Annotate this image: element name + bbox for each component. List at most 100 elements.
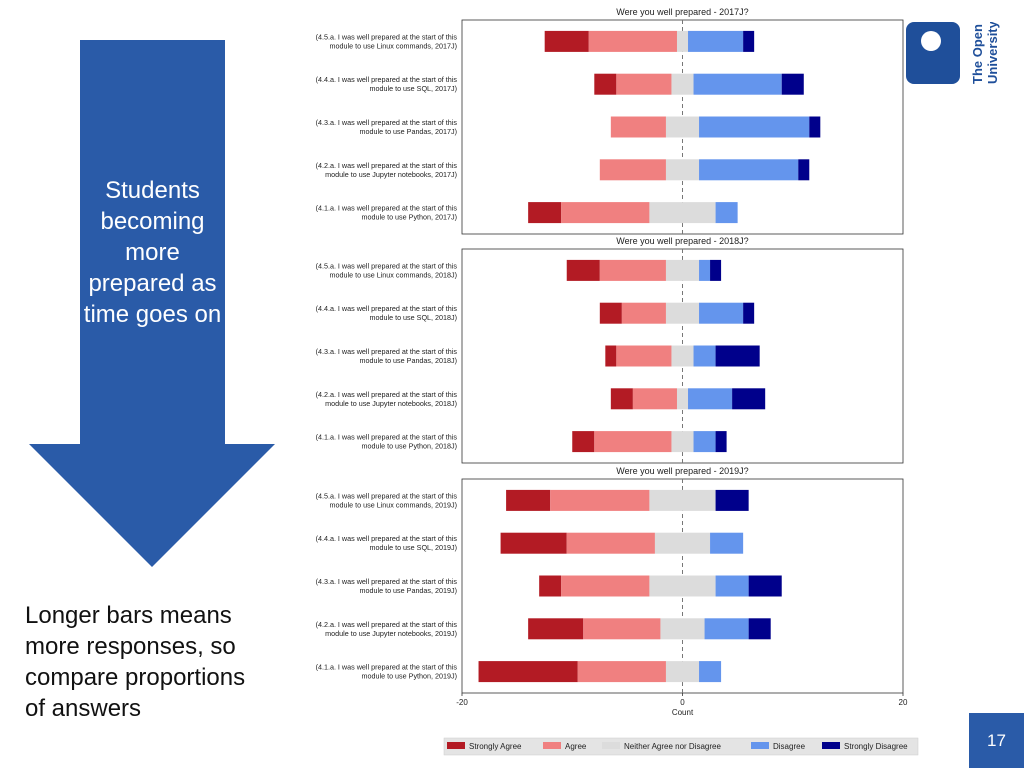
bar-2-1-strongly-disagree (710, 260, 721, 281)
bar-2-4-strongly-agree (611, 388, 633, 409)
legend-label-strongly-disagree: Strongly Disagree (844, 742, 908, 751)
category-label-3-3-line-2: module to use Pandas, 2019J) (360, 586, 458, 595)
bar-2-3-agree (616, 346, 671, 367)
bar-2-1-disagree (699, 260, 710, 281)
bar-1-1-disagree (688, 31, 743, 52)
bar-3-3-strongly-agree (539, 576, 561, 597)
bar-3-2-neither-agree-nor-disagree (655, 533, 710, 554)
x-tick-label--20: -20 (456, 698, 468, 707)
bar-1-3-agree (611, 117, 666, 138)
bar-1-4-agree (600, 159, 666, 180)
bar-3-5-disagree (699, 661, 721, 682)
logo-text-line-1: The Open (970, 24, 985, 84)
category-label-2-4-line-1: (4.2.a. I was well prepared at the start… (316, 390, 458, 399)
bar-3-1-neither-agree-nor-disagree (649, 490, 715, 511)
bar-2-4-neither-agree-nor-disagree (677, 388, 688, 409)
bar-1-3-neither-agree-nor-disagree (666, 117, 699, 138)
legend-label-strongly-agree: Strongly Agree (469, 742, 522, 751)
bar-1-3-strongly-disagree (809, 117, 820, 138)
bar-2-5-strongly-disagree (716, 431, 727, 452)
category-label-2-3-line-1: (4.3.a. I was well prepared at the start… (316, 347, 458, 356)
category-label-1-5-line-1: (4.1.a. I was well prepared at the start… (316, 204, 458, 213)
bar-3-2-disagree (710, 533, 743, 554)
category-label-3-2-line-2: module to use SQL, 2019J) (370, 543, 458, 552)
bar-2-4-agree (633, 388, 677, 409)
bar-1-1-neither-agree-nor-disagree (677, 31, 688, 52)
bar-3-1-agree (550, 490, 649, 511)
bar-2-5-disagree (694, 431, 716, 452)
category-label-2-1-line-1: (4.5.a. I was well prepared at the start… (316, 261, 458, 270)
legend-label-agree: Agree (565, 742, 587, 751)
x-tick-label-20: 20 (899, 698, 908, 707)
bar-3-3-agree (561, 576, 649, 597)
panel-title-2: Were you well prepared - 2018J? (616, 236, 748, 246)
legend-swatch-strongly-disagree (822, 742, 840, 749)
bar-3-4-strongly-disagree (749, 618, 771, 639)
bar-2-4-strongly-disagree (732, 388, 765, 409)
bar-1-2-strongly-agree (594, 74, 616, 95)
bar-1-1-agree (589, 31, 677, 52)
legend-swatch-strongly-agree (447, 742, 465, 749)
legend-swatch-neither-agree-nor-disagree (602, 742, 620, 749)
open-university-logo: The Open University (905, 22, 1005, 92)
logo-circle (921, 31, 941, 51)
bar-3-2-strongly-agree (501, 533, 567, 554)
category-label-2-2-line-1: (4.4.a. I was well prepared at the start… (316, 304, 458, 313)
bar-2-3-disagree (694, 346, 716, 367)
panel-title-1: Were you well prepared - 2017J? (616, 7, 748, 17)
bar-1-5-neither-agree-nor-disagree (649, 202, 715, 223)
bar-2-1-strongly-agree (567, 260, 600, 281)
bar-1-4-strongly-disagree (798, 159, 809, 180)
bar-3-5-neither-agree-nor-disagree (666, 661, 699, 682)
bar-2-3-strongly-disagree (716, 346, 760, 367)
bar-2-5-agree (594, 431, 671, 452)
category-label-1-4-line-2: module to use Jupyter notebooks, 2017J) (325, 170, 457, 179)
bar-2-2-strongly-agree (600, 303, 622, 324)
category-label-1-5-line-2: module to use Python, 2017J) (362, 213, 458, 222)
legend-swatch-disagree (751, 742, 769, 749)
bar-3-4-strongly-agree (528, 618, 583, 639)
bar-1-5-disagree (716, 202, 738, 223)
bar-2-2-agree (622, 303, 666, 324)
category-label-3-1-line-2: module to use Linux commands, 2019J) (330, 500, 457, 509)
bar-3-5-agree (578, 661, 666, 682)
bar-1-5-strongly-agree (528, 202, 561, 223)
legend-label-neither-agree-nor-disagree: Neither Agree nor Disagree (624, 742, 721, 751)
bar-2-5-strongly-agree (572, 431, 594, 452)
category-label-3-5-line-1: (4.1.a. I was well prepared at the start… (316, 663, 458, 672)
bar-1-2-disagree (694, 74, 782, 95)
bar-1-2-agree (616, 74, 671, 95)
bar-2-2-neither-agree-nor-disagree (666, 303, 699, 324)
category-label-1-2-line-2: module to use SQL, 2017J) (370, 84, 458, 93)
category-label-3-1-line-1: (4.5.a. I was well prepared at the start… (316, 491, 458, 500)
bar-2-3-strongly-agree (605, 346, 616, 367)
category-label-2-4-line-2: module to use Jupyter notebooks, 2018J) (325, 399, 457, 408)
bar-1-5-agree (561, 202, 649, 223)
category-label-3-5-line-2: module to use Python, 2019J) (362, 672, 458, 681)
bar-2-2-disagree (699, 303, 743, 324)
bar-2-1-neither-agree-nor-disagree (666, 260, 699, 281)
category-label-1-2-line-1: (4.4.a. I was well prepared at the start… (316, 75, 458, 84)
category-label-2-5-line-1: (4.1.a. I was well prepared at the start… (316, 433, 458, 442)
panel-title-3: Were you well prepared - 2019J? (616, 466, 748, 476)
bar-3-2-agree (567, 533, 655, 554)
category-label-3-2-line-1: (4.4.a. I was well prepared at the start… (316, 534, 458, 543)
bar-3-4-neither-agree-nor-disagree (660, 618, 704, 639)
logo-text-line-2: University (985, 22, 1000, 84)
bar-1-2-strongly-disagree (782, 74, 804, 95)
category-label-1-3-line-1: (4.3.a. I was well prepared at the start… (316, 118, 458, 127)
x-axis-label: Count (672, 708, 694, 717)
bar-1-1-strongly-agree (545, 31, 589, 52)
bar-1-1-strongly-disagree (743, 31, 754, 52)
category-label-2-5-line-2: module to use Python, 2018J) (362, 442, 458, 451)
category-label-1-1-line-1: (4.5.a. I was well prepared at the start… (316, 32, 458, 41)
bar-2-3-neither-agree-nor-disagree (671, 346, 693, 367)
category-label-3-4-line-2: module to use Jupyter notebooks, 2019J) (325, 629, 457, 638)
bar-1-2-neither-agree-nor-disagree (671, 74, 693, 95)
bar-1-4-disagree (699, 159, 798, 180)
bar-3-1-strongly-agree (506, 490, 550, 511)
category-label-1-4-line-1: (4.2.a. I was well prepared at the start… (316, 161, 458, 170)
bar-3-4-disagree (705, 618, 749, 639)
bar-3-3-neither-agree-nor-disagree (649, 576, 715, 597)
bar-2-2-strongly-disagree (743, 303, 754, 324)
